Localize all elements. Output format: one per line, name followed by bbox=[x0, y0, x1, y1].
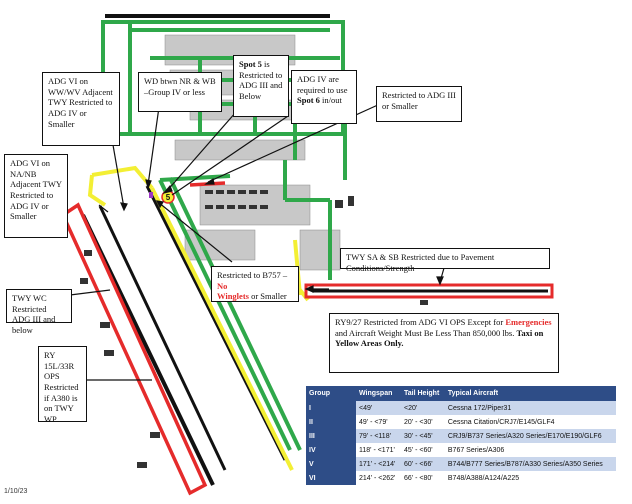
table-cell-tail-height: 45' - <60' bbox=[401, 443, 445, 457]
table-cell-wingspan: <49' bbox=[356, 401, 402, 415]
callout-text: RY 15L/33R OPS Restricted if A380 is on … bbox=[44, 350, 79, 424]
callout-text: Restricted to B757 – bbox=[217, 270, 288, 280]
table-cell-wingspan: 214' - <262' bbox=[356, 471, 402, 485]
twy-wc-red bbox=[61, 202, 208, 496]
table-row: II 49' - <79' 20' - <30' Cessna Citation… bbox=[306, 415, 616, 429]
callout-red-text: Emergencies bbox=[505, 317, 552, 327]
table-header-tail-height: Tail Height bbox=[401, 386, 445, 401]
runway-9-27 bbox=[304, 283, 554, 299]
callout-text: ADG IV are required to use bbox=[297, 74, 348, 95]
callout-red-text: Winglets bbox=[217, 291, 249, 302]
table-cell-tail-height: <20' bbox=[401, 401, 445, 415]
runway-diagonal-center bbox=[145, 185, 287, 461]
table-row: VI 214' - <262' 66' - <80' B748/A388/A12… bbox=[306, 471, 616, 485]
table-cell-tail-height: 30' - <45' bbox=[401, 429, 445, 443]
callout-text: WD btwn NR & WB –Group IV or less bbox=[144, 76, 216, 97]
callout-text: in/out bbox=[319, 95, 342, 106]
table-row: I <49' <20' Cessna 172/Piper31 bbox=[306, 401, 616, 415]
spot-5-label: 5 bbox=[166, 193, 171, 202]
table-cell-wingspan: 49' - <79' bbox=[356, 415, 402, 429]
table-header-row: Group Wingspan Tail Height Typical Aircr… bbox=[306, 386, 616, 401]
callout-text: ADG VI on NA/NB Adjacent TWY Restricted … bbox=[10, 158, 62, 222]
table-cell-group: II bbox=[306, 415, 356, 429]
callout-pointers bbox=[69, 99, 445, 381]
table-cell-tail-height: 66' - <80' bbox=[401, 471, 445, 485]
table-cell-aircraft: B767 Series/A306 bbox=[444, 443, 616, 457]
table-header-wingspan: Wingspan bbox=[356, 386, 402, 401]
callout-adg3-restricted: Restricted to ADG III or Smaller bbox=[376, 86, 462, 122]
table-header-typical-aircraft: Typical Aircraft bbox=[444, 386, 616, 401]
table-row: III 79' - <118' 30' - <45' CRJ9/B737 Ser… bbox=[306, 429, 616, 443]
callout-adg6-ww-wv: ADG VI on WW/WV Adjacent TWY Restricted … bbox=[42, 72, 120, 146]
table-cell-tail-height: 20' - <30' bbox=[401, 415, 445, 429]
spot5-label: Spot 5 bbox=[239, 59, 262, 69]
callout-adg6-na-nb: ADG VI on NA/NB Adjacent TWY Restricted … bbox=[4, 154, 68, 238]
aircraft-parking bbox=[80, 190, 428, 468]
table-row: V 171' - <214' 60' - <66' B744/B777 Seri… bbox=[306, 457, 616, 471]
table-header-group: Group bbox=[306, 386, 356, 401]
table-cell-wingspan: 79' - <118' bbox=[356, 429, 402, 443]
table-cell-group: IV bbox=[306, 443, 356, 457]
runway-15r-33l bbox=[98, 205, 227, 471]
callout-text: is Restricted to ADG III and Below bbox=[239, 59, 283, 101]
table-cell-wingspan: 118' - <171' bbox=[356, 443, 402, 457]
table-cell-tail-height: 60' - <66' bbox=[401, 457, 445, 471]
callout-red-text: No bbox=[217, 280, 228, 291]
map-date: 1/10/23 bbox=[4, 488, 28, 495]
table-cell-aircraft: B744/B777 Series/B787/A330 Series/A350 S… bbox=[444, 457, 616, 471]
callout-b757: Restricted to B757 – No Winglets or Small… bbox=[211, 266, 299, 302]
callout-text: Restricted to ADG III or Smaller bbox=[382, 90, 456, 111]
spot6-label: Spot 6 bbox=[297, 95, 320, 106]
callout-text: TWY WC Restricted ADG III and below bbox=[12, 293, 56, 335]
table-cell-aircraft: Cessna 172/Piper31 bbox=[444, 401, 616, 415]
table-cell-aircraft: Cessna Citation/CRJ7/E145/GLF4 bbox=[444, 415, 616, 429]
callout-wd-group: WD btwn NR & WB –Group IV or less bbox=[138, 72, 222, 112]
spot-marker-purple bbox=[149, 192, 153, 198]
table-cell-group: III bbox=[306, 429, 356, 443]
callout-twy-wc: TWY WC Restricted ADG III and below bbox=[6, 289, 72, 335]
callout-twy-sa-sb: TWY SA & SB Restricted due to Pavement C… bbox=[340, 248, 550, 273]
callout-text: or Smaller bbox=[248, 291, 287, 302]
callout-text: RY9/27 Restricted from ADG VI OPS Except… bbox=[335, 317, 506, 327]
table-row: IV 118' - <171' 45' - <60' B767 Series/A… bbox=[306, 443, 616, 457]
callout-text: ADG VI on WW/WV Adjacent TWY Restricted … bbox=[48, 76, 113, 129]
callout-text: TWY SA & SB Restricted due to Pavement C… bbox=[346, 252, 495, 273]
callout-spot5: Spot 5 is Restricted to ADG III and Belo… bbox=[233, 55, 289, 117]
callout-ry9-27: RY9/27 Restricted from ADG VI OPS Except… bbox=[329, 313, 559, 373]
table-cell-group: V bbox=[306, 457, 356, 471]
callout-ry15l-33r: RY 15L/33R OPS Restricted if A380 is on … bbox=[38, 346, 87, 424]
table-cell-aircraft: CRJ9/B737 Series/A320 Series/E170/E190/G… bbox=[444, 429, 616, 443]
callout-adg4-spot6: ADG IV are required to use Spot 6 in/out bbox=[291, 70, 357, 124]
adg-group-table: Group Wingspan Tail Height Typical Aircr… bbox=[306, 386, 616, 485]
table-cell-wingspan: 171' - <214' bbox=[356, 457, 402, 471]
callout-text: and Aircraft Weight Must Be Less Than 85… bbox=[335, 327, 517, 338]
callout-bold-text: Taxi on Yellow Areas Only. bbox=[335, 327, 544, 349]
table-cell-group: VI bbox=[306, 471, 356, 485]
table-cell-group: I bbox=[306, 401, 356, 415]
table-cell-aircraft: B748/A388/A124/A225 bbox=[444, 471, 616, 485]
